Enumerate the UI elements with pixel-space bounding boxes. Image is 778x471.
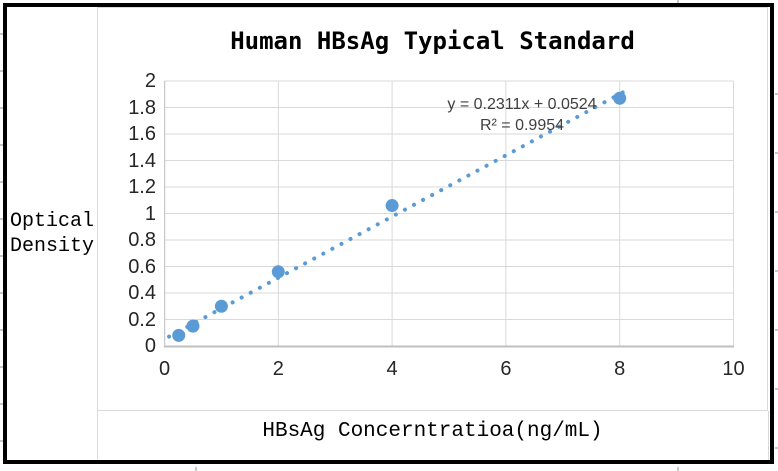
sheet-gridline (97, 411, 98, 460)
trendline-equation: y = 0.2311x + 0.0524 R² = 0.9954 (407, 94, 637, 136)
data-point-marker[interactable] (214, 299, 228, 313)
sheet-gridline-stub (0, 70, 3, 72)
y-axis-tick-label: 0.4 (128, 282, 156, 304)
x-axis-title: HBsAg Concerntratioa(ng/mL) (262, 420, 603, 443)
chart-object[interactable]: Human HBsAg Typical Standard y = 0.2311x… (97, 7, 768, 411)
data-point-marker[interactable] (385, 199, 399, 213)
x-axis-tick-label: 4 (386, 358, 398, 380)
sheet-gridline-stub (775, 270, 778, 272)
y-axis-tick-label: 2 (144, 70, 156, 92)
sheet-gridline-stub (0, 181, 3, 183)
x-axis-tick-label: 8 (614, 358, 626, 380)
y-axis-title-line1: Optical (10, 210, 95, 233)
sheet-gridline-stub (775, 93, 778, 95)
sheet-gridline-stub (677, 467, 679, 471)
data-point-marker[interactable] (613, 91, 627, 105)
sheet-gridline-stub (0, 33, 3, 35)
sheet-gridline-stub (0, 440, 3, 442)
sheet-gridline-stub (677, 0, 679, 3)
sheet-gridline (768, 411, 769, 460)
y-axis-title-line2: Density (10, 235, 95, 258)
data-point-marker[interactable] (271, 265, 285, 279)
sheet-gridline-stub (0, 107, 3, 109)
chart-title: Human HBsAg Typical Standard (230, 27, 635, 55)
sheet-gridline-stub (775, 447, 778, 449)
sheet-gridline-stub (775, 211, 778, 213)
plot-area[interactable] (164, 79, 734, 349)
y-axis-tick-label: 1.2 (128, 176, 156, 198)
sheet-gridline-stub (0, 292, 3, 294)
sheet-gridline-stub (0, 144, 3, 146)
y-axis-tick-label: 0.2 (128, 308, 156, 331)
sheet-gridline-stub (775, 388, 778, 390)
trendline-equation-line: y = 0.2311x + 0.0524 (447, 96, 597, 113)
x-axis-tick-label: 10 (722, 358, 745, 380)
y-axis-title: Optical Density (8, 209, 99, 259)
sheet-gridline-stub (0, 218, 3, 220)
data-point-marker[interactable] (186, 319, 200, 333)
y-axis-tick-label: 0 (144, 335, 156, 357)
x-axis-tick-label: 0 (158, 358, 171, 380)
sheet-gridline-stub (0, 403, 3, 405)
y-axis-tick-label: 0.8 (128, 229, 156, 251)
y-axis-tick-label: 1.8 (128, 96, 156, 119)
sheet-gridline-stub (0, 255, 3, 257)
x-axis-tick-label: 2 (272, 358, 284, 380)
y-axis-tick-label: 1.6 (128, 123, 156, 145)
y-axis-tick-label: 0.6 (128, 255, 156, 278)
trendline[interactable] (167, 89, 628, 339)
y-axis-tick-label: 1.4 (128, 149, 156, 172)
trendline-r-squared: R² = 0.9954 (479, 117, 565, 134)
data-point-marker[interactable] (172, 328, 186, 342)
y-axis-tick-label: 1 (144, 202, 156, 225)
sheet-gridline-stub (0, 366, 3, 368)
x-axis-tick-label: 6 (500, 358, 512, 380)
sheet-gridline-stub (775, 152, 778, 154)
sheet-gridline-stub (195, 467, 197, 471)
sheet-gridline-stub (775, 329, 778, 331)
sheet-gridline-stub (0, 329, 3, 331)
